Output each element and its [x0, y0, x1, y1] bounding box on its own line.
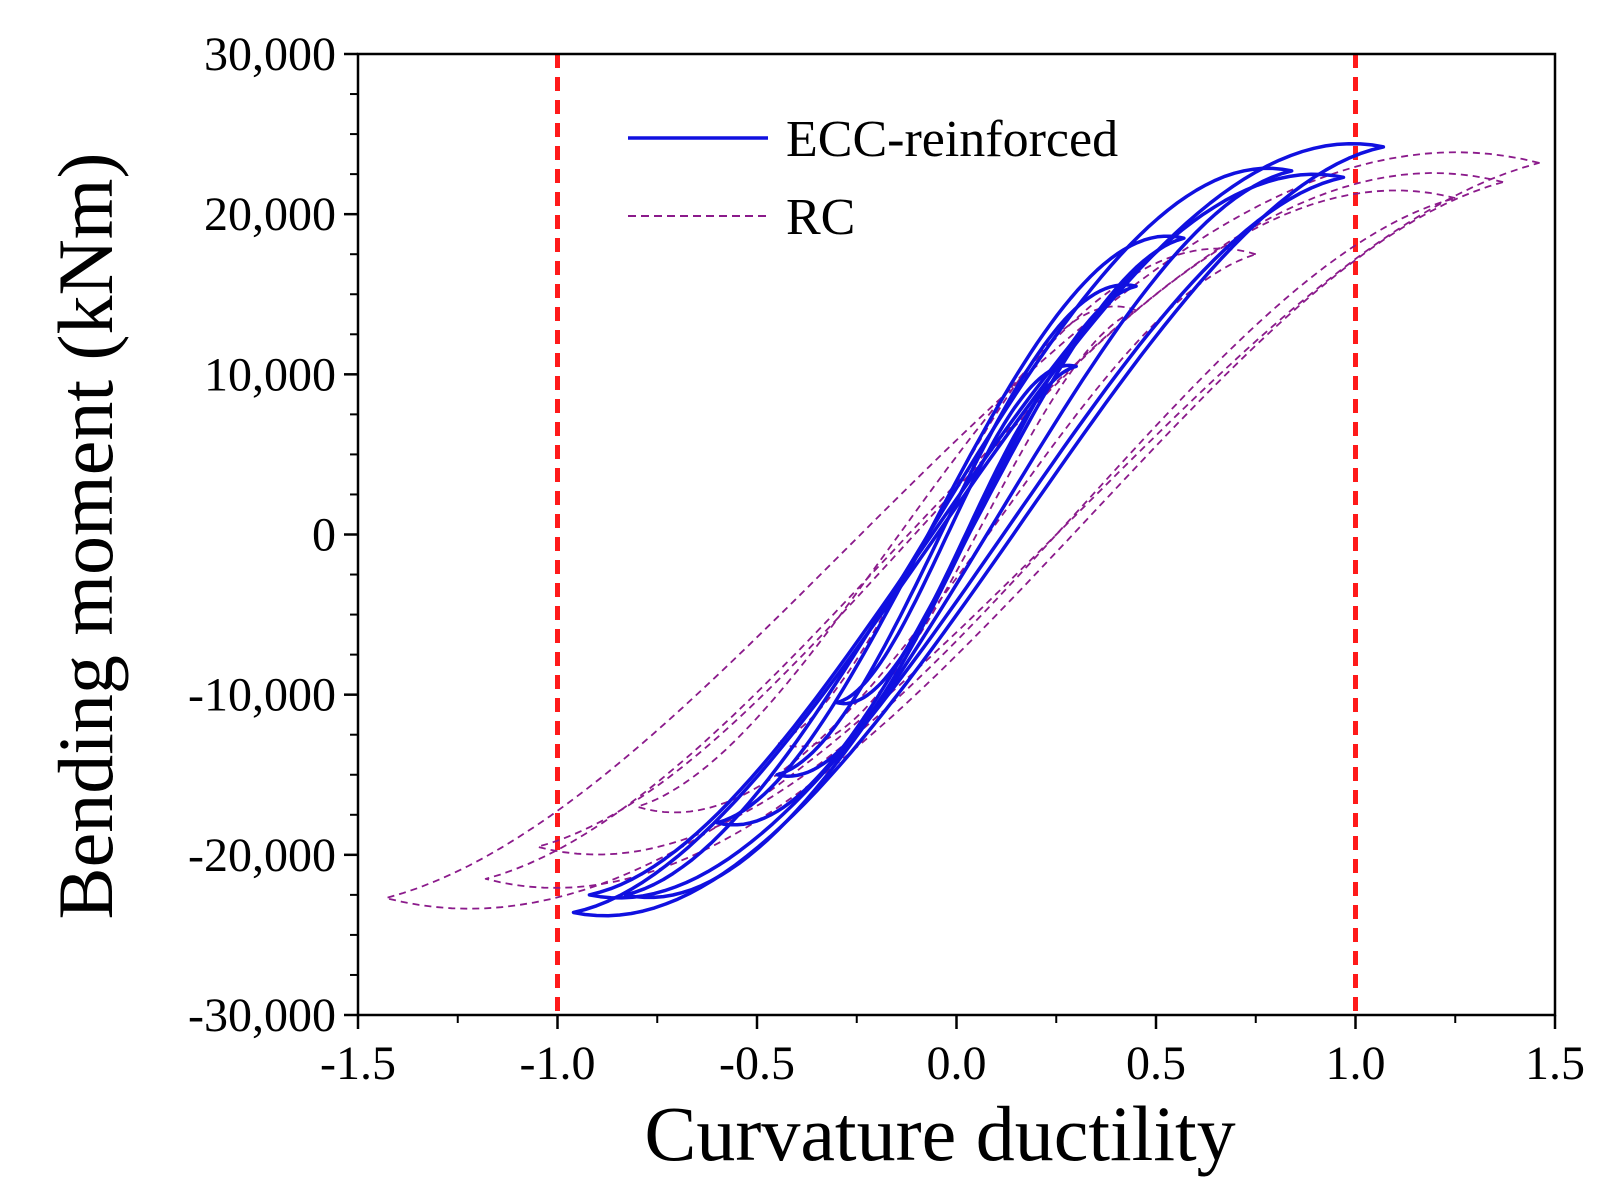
hysteresis-loop-4	[484, 172, 1504, 889]
plot-frame	[356, 52, 1557, 1017]
x-tick-label: 0.5	[1126, 1037, 1186, 1090]
x-tick-label: -1.5	[320, 1037, 396, 1090]
y-tick-label: 0	[312, 509, 336, 562]
x-tick-label: 1.5	[1525, 1037, 1585, 1090]
y-tick-label: -20,000	[188, 829, 336, 882]
y-tick-label: 30,000	[204, 28, 336, 81]
legend-label-ecc: ECC-reinforced	[786, 111, 1118, 168]
hysteresis-loop-6	[571, 141, 1386, 918]
hysteresis-loop-2	[775, 283, 1138, 778]
y-tick-label: 20,000	[204, 188, 336, 241]
hysteresis-loop-1	[835, 363, 1078, 706]
x-tick-label: -1.0	[520, 1037, 596, 1090]
x-tick-label: 1.0	[1326, 1037, 1386, 1090]
hysteresis-loop-2	[636, 247, 1257, 814]
y-axis-title: Bending moment (kNm)	[42, 153, 129, 920]
legend: ECC-reinforced RC	[628, 111, 1118, 246]
y-tick-label: -30,000	[188, 989, 336, 1042]
y-tick-label: 10,000	[204, 348, 336, 401]
hysteresis-loop-3	[536, 189, 1457, 856]
hysteresis-loop-5	[587, 172, 1346, 900]
series-rc	[385, 151, 1540, 910]
x-tick-labels: -1.5 -1.0 -0.5 0.0 0.5 1.0 1.5	[320, 1037, 1585, 1090]
hysteresis-loop-4	[623, 166, 1294, 900]
series-curves	[385, 141, 1540, 918]
x-tick-label: -0.5	[719, 1037, 795, 1090]
axis-ticks	[344, 52, 1557, 1029]
hysteresis-loop-1	[776, 305, 1137, 748]
x-axis-title: Curvature ductility	[644, 1090, 1235, 1177]
x-tick-label: 0.0	[927, 1037, 987, 1090]
y-tick-labels: 30,000 20,000 10,000 0 -10,000 -20,000 -30,000	[188, 28, 336, 1042]
y-tick-label: -10,000	[188, 669, 336, 722]
legend-label-rc: RC	[786, 189, 855, 246]
hysteresis-loop-5	[385, 151, 1540, 910]
series-ecc-reinforced	[571, 141, 1386, 918]
hysteresis-loop-3	[715, 234, 1186, 827]
